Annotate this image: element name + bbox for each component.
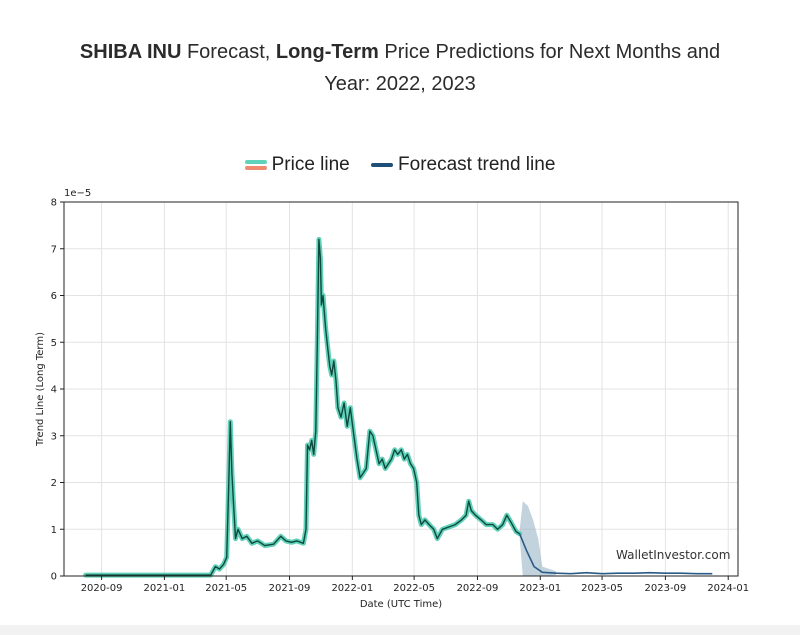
legend-label-forecast: Forecast trend line <box>398 154 556 175</box>
x-tick-label: 2022-05 <box>393 583 435 594</box>
title-text-b: Price Predictions for Next Months and <box>378 41 721 63</box>
chart-title: SHIBA INU Forecast, Long-Term Price Pred… <box>20 36 780 100</box>
y-tick-label: 6 <box>51 291 57 302</box>
y-tick-label: 4 <box>51 385 57 396</box>
x-axis-label: Date (UTC Time) <box>360 599 442 610</box>
legend-item-forecast: Forecast trend line <box>371 154 555 176</box>
x-tick-label: 2022-01 <box>331 583 373 594</box>
x-tick-label: 2021-01 <box>144 583 186 594</box>
x-tick-label: 2023-01 <box>519 583 561 594</box>
forecast-line-swatch-icon <box>371 159 394 171</box>
legend-label-price: Price line <box>271 154 350 175</box>
price-line <box>85 238 521 576</box>
price-line-swatch-icon <box>244 159 267 171</box>
y-tick-label: 5 <box>51 338 57 349</box>
legend-item-price: Price line <box>244 154 350 176</box>
x-tick-label: 2021-05 <box>205 583 247 594</box>
title-term: Long-Term <box>275 41 379 63</box>
y-tick-label: 8 <box>51 198 57 209</box>
x-tick-label: 2024-01 <box>707 583 749 594</box>
y-tick-label: 1 <box>51 525 57 536</box>
grid-lines <box>64 201 738 577</box>
y-tick-label: 7 <box>51 244 57 255</box>
y-axis-label: Trend Line (Long Term) <box>35 332 46 447</box>
forecast-band <box>519 501 557 576</box>
price-chart: 0 1 2 3 4 5 6 7 8 2020-09 2021-01 2021-05 2021-09 202… <box>35 188 749 610</box>
y-multiplier: 1e−5 <box>64 188 91 199</box>
x-tick-label: 2023-09 <box>645 583 687 594</box>
title-line-1: SHIBA INU Forecast, Long-Term Price Pred… <box>20 36 780 68</box>
title-text-a: Forecast, <box>181 41 276 63</box>
x-tick-label: 2022-09 <box>457 583 499 594</box>
x-tick-label: 2021-09 <box>269 583 311 594</box>
title-line-2: Year: 2022, 2023 <box>324 73 476 95</box>
forecast-band-layer <box>519 501 557 576</box>
x-tick-label: 2020-09 <box>81 583 123 594</box>
y-tick-label: 0 <box>51 572 57 583</box>
forecast-trend-line <box>518 533 713 575</box>
bottom-strip <box>0 625 800 635</box>
chart-legend: Price line Forecast trend line <box>0 154 800 177</box>
x-tick-label: 2023-05 <box>581 583 623 594</box>
y-tick-label: 3 <box>51 431 57 442</box>
series-layer <box>83 236 713 578</box>
title-coin-name: SHIBA INU <box>79 41 182 63</box>
y-tick-label: 2 <box>51 478 57 489</box>
axis-ticks: 0 1 2 3 4 5 6 7 8 2020-09 2021-01 2021-05 2021-09 202… <box>51 198 749 595</box>
watermark: WalletInvestor.com <box>616 548 730 562</box>
